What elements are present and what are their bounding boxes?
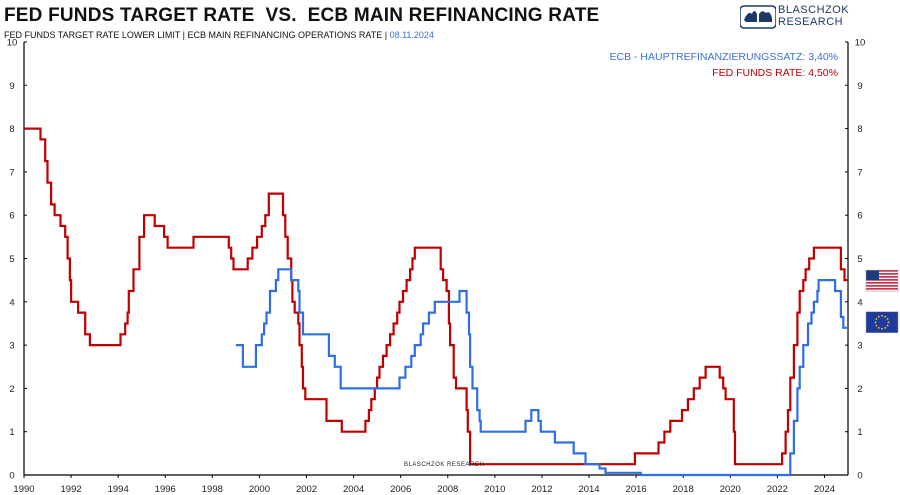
subtitle-text: FED FUNDS TARGET RATE LOWER LIMIT | ECB … bbox=[4, 30, 390, 40]
x-tick-label: 2002 bbox=[296, 484, 317, 495]
us-flag-stripe-white bbox=[866, 286, 898, 289]
eu-flag-icon bbox=[865, 311, 899, 334]
eu-flag-star bbox=[881, 314, 883, 317]
eu-flag-star bbox=[884, 315, 887, 318]
x-tick-label: 2010 bbox=[484, 484, 505, 495]
x-tick-label: 1990 bbox=[13, 484, 34, 495]
us-flag-stripe bbox=[866, 288, 898, 290]
x-tick-label: 2016 bbox=[626, 484, 647, 495]
x-tick-label: 1992 bbox=[61, 484, 82, 495]
y-tick-label-right: 0 bbox=[857, 471, 862, 482]
us-flag-stripe-white bbox=[866, 274, 898, 277]
us-flag-stripe-white bbox=[866, 277, 898, 280]
us-flag-stripe bbox=[866, 285, 898, 287]
x-tick-label: 1996 bbox=[155, 484, 176, 495]
us-flag-canton bbox=[866, 270, 879, 281]
x-tick-label: 2014 bbox=[578, 484, 599, 495]
us-flag-stripe bbox=[866, 276, 898, 278]
subtitle-date: 08.11.2024 bbox=[389, 30, 434, 40]
y-tick-label-right: 4 bbox=[857, 297, 862, 308]
y-tick-label-right: 6 bbox=[857, 211, 862, 222]
x-tick-label: 2012 bbox=[531, 484, 552, 495]
chart-title: FED FUNDS TARGET RATE VS. ECB MAIN REFIN… bbox=[4, 5, 600, 26]
eu-flag-star bbox=[887, 321, 890, 324]
y-tick-label-left: 3 bbox=[9, 341, 14, 352]
chart-series bbox=[24, 127, 848, 477]
y-tick-label-left: 1 bbox=[9, 427, 14, 438]
x-tick-label: 2004 bbox=[343, 484, 364, 495]
us-flag-stripe bbox=[866, 270, 898, 272]
x-tick-label: 2018 bbox=[673, 484, 694, 495]
us-flag-stripe-white bbox=[866, 289, 898, 292]
y-tick-label-left: 6 bbox=[9, 211, 14, 222]
logo-line1: BLASCHZOK bbox=[778, 4, 850, 16]
eu-flag-star bbox=[877, 327, 880, 329]
y-tick-label-right: 5 bbox=[857, 254, 862, 265]
y-tick-label-right: 2 bbox=[857, 384, 862, 395]
us-flag-stripe bbox=[866, 279, 898, 281]
y-tick-label-right: 3 bbox=[857, 341, 862, 352]
eu-flag-star bbox=[884, 327, 887, 329]
fed-funds-line bbox=[24, 127, 848, 466]
eu-flag-star bbox=[875, 324, 878, 327]
us-flag-icon bbox=[865, 269, 899, 292]
legend-fed: FED FUNDS RATE: 4,50% bbox=[712, 67, 838, 79]
eu-flag-star bbox=[881, 327, 883, 330]
us-flag-stripe-white bbox=[866, 280, 898, 283]
eu-flag-star bbox=[874, 321, 877, 324]
y-tick-label-left: 7 bbox=[9, 167, 14, 178]
y-tick-label-left: 2 bbox=[9, 384, 14, 395]
y-tick-label-left: 5 bbox=[9, 254, 14, 265]
y-tick-label-left: 0 bbox=[9, 471, 14, 482]
us-flag-stripe-white bbox=[866, 283, 898, 286]
y-tick-label-left: 8 bbox=[9, 124, 14, 135]
y-tick-label-right: 10 bbox=[855, 38, 866, 49]
eu-flag-star bbox=[886, 324, 889, 327]
y-tick-label-left: 4 bbox=[9, 297, 14, 308]
logo-line2: RESEARCH bbox=[778, 16, 844, 28]
x-tick-label: 2006 bbox=[390, 484, 411, 495]
y-tick-label-right: 7 bbox=[857, 167, 862, 178]
eu-flag-star bbox=[877, 315, 880, 318]
logo-text: BLASCHZOK RESEARCH bbox=[778, 4, 849, 28]
eu-flag-field bbox=[865, 311, 899, 334]
us-flag-stripe-white bbox=[866, 271, 898, 274]
y-tick-label-right: 1 bbox=[857, 427, 862, 438]
x-tick-label: 2000 bbox=[249, 484, 270, 495]
x-tick-label: 1994 bbox=[108, 484, 129, 495]
ecb-rate-line bbox=[235, 268, 848, 477]
x-tick-label: 2024 bbox=[814, 484, 835, 495]
y-tick-label-left: 10 bbox=[7, 38, 18, 49]
x-tick-label: 2022 bbox=[767, 484, 788, 495]
us-flag-stripe bbox=[866, 273, 898, 275]
x-tick-label: 2020 bbox=[720, 484, 741, 495]
us-flag-border bbox=[865, 269, 899, 292]
x-tick-label: 1998 bbox=[202, 484, 223, 495]
x-tick-label: 2008 bbox=[437, 484, 458, 495]
watermark: BLASCHZOK RESEARCH bbox=[404, 462, 485, 468]
chart-axes: 0 0 1 1 2 2 3 3 4 4 5 5 6 6 7 7 8 8 9 9 10 10 1990 1992 1994 1996… bbox=[7, 38, 866, 495]
us-flag-stripe bbox=[866, 282, 898, 284]
eu-flag-star bbox=[886, 318, 889, 320]
y-tick-label-right: 9 bbox=[857, 81, 862, 92]
legend-ecb: ECB - HAUPTREFINANZIERUNGSSATZ: 3,40% bbox=[609, 51, 838, 63]
chart-flags bbox=[865, 269, 899, 334]
y-tick-label-left: 9 bbox=[9, 81, 14, 92]
eu-flag-star bbox=[875, 318, 878, 320]
logo bbox=[739, 4, 890, 32]
chart-subtitle: FED FUNDS TARGET RATE LOWER LIMIT | ECB … bbox=[4, 30, 434, 40]
y-tick-label-right: 8 bbox=[857, 124, 862, 135]
